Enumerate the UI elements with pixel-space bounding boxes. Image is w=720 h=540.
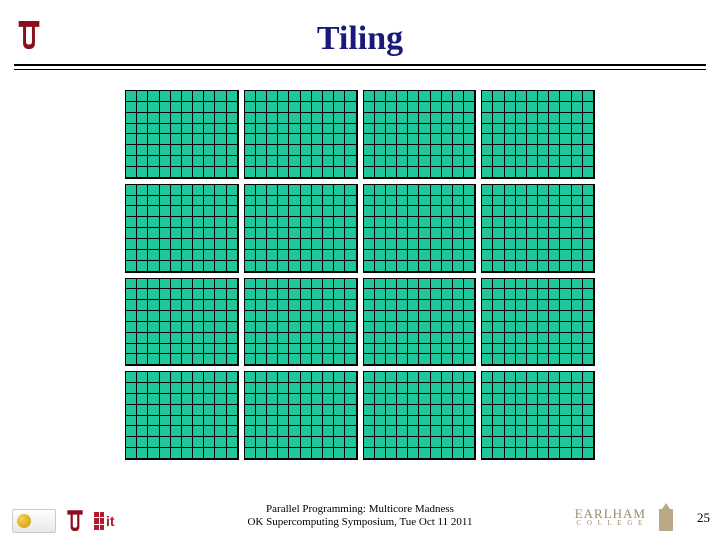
tile xyxy=(363,278,477,367)
tile xyxy=(481,371,595,460)
page-title: Tiling xyxy=(0,20,720,58)
tile xyxy=(125,278,239,367)
page-number: 25 xyxy=(697,510,710,526)
title-rule-thick xyxy=(14,64,706,66)
tile xyxy=(125,90,239,179)
tile xyxy=(244,184,358,273)
tile xyxy=(363,90,477,179)
tiling-diagram xyxy=(125,90,595,460)
tile xyxy=(244,371,358,460)
footer: it Parallel Programming: Multicore Madne… xyxy=(0,496,720,536)
tile xyxy=(244,90,358,179)
tile xyxy=(125,184,239,273)
title-rule-thin xyxy=(14,69,706,70)
earlham-logo-icon: EARLHAM C O L L E G E xyxy=(575,508,646,526)
footer-line2: OK Supercomputing Symposium, Tue Oct 11 … xyxy=(247,516,472,528)
tile xyxy=(481,184,595,273)
footer-line1: Parallel Programming: Multicore Madness xyxy=(266,503,454,515)
earlham-building-icon xyxy=(652,503,680,531)
earlham-sub: C O L L E G E xyxy=(575,520,646,526)
tile xyxy=(244,278,358,367)
slide: Tiling it Parallel Programming: Multicor… xyxy=(0,0,720,540)
tile xyxy=(481,90,595,179)
tile xyxy=(481,278,595,367)
footer-logos-right: EARLHAM C O L L E G E xyxy=(575,503,680,531)
tile xyxy=(363,371,477,460)
tile xyxy=(125,371,239,460)
tile xyxy=(363,184,477,273)
